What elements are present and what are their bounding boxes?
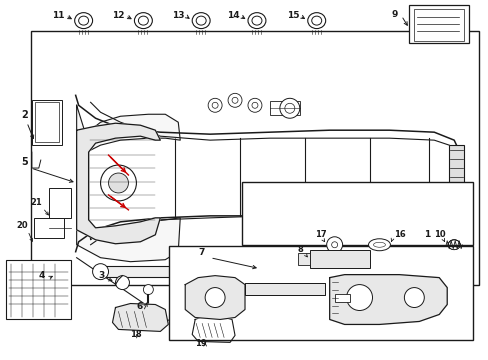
Text: 8: 8 bbox=[297, 245, 303, 254]
Polygon shape bbox=[77, 123, 160, 244]
Polygon shape bbox=[77, 105, 180, 262]
Circle shape bbox=[101, 165, 136, 201]
Text: 15: 15 bbox=[286, 11, 299, 20]
Circle shape bbox=[301, 264, 317, 280]
Text: 14: 14 bbox=[226, 11, 239, 20]
Ellipse shape bbox=[134, 13, 152, 28]
Bar bbox=[334, 293, 349, 302]
Ellipse shape bbox=[192, 13, 210, 28]
Circle shape bbox=[227, 93, 242, 107]
Polygon shape bbox=[192, 315, 235, 342]
Ellipse shape bbox=[138, 16, 148, 25]
Text: 5: 5 bbox=[21, 157, 27, 167]
Bar bbox=[31, 31, 478, 285]
Bar bbox=[413, 9, 463, 41]
Bar bbox=[297, 253, 309, 265]
Bar bbox=[269, 101, 299, 115]
Ellipse shape bbox=[251, 16, 262, 25]
Bar bbox=[169, 246, 472, 339]
Text: 9: 9 bbox=[390, 10, 397, 19]
Bar bbox=[34, 218, 63, 238]
Ellipse shape bbox=[75, 13, 92, 28]
Text: 7: 7 bbox=[198, 248, 204, 257]
Polygon shape bbox=[329, 275, 447, 324]
Bar bbox=[6, 260, 71, 319]
Bar bbox=[35, 102, 59, 142]
Ellipse shape bbox=[368, 239, 389, 251]
Ellipse shape bbox=[311, 16, 321, 25]
Ellipse shape bbox=[307, 13, 325, 28]
Ellipse shape bbox=[247, 13, 265, 28]
Text: 3: 3 bbox=[99, 271, 104, 280]
Text: 21: 21 bbox=[31, 198, 42, 207]
Circle shape bbox=[326, 237, 342, 253]
Text: 4: 4 bbox=[39, 271, 45, 280]
Circle shape bbox=[108, 173, 128, 193]
Circle shape bbox=[279, 98, 299, 118]
Circle shape bbox=[115, 276, 129, 289]
Text: 20: 20 bbox=[16, 221, 27, 230]
Text: 13: 13 bbox=[172, 11, 184, 20]
Bar bbox=[32, 100, 61, 145]
Text: 6: 6 bbox=[136, 302, 142, 311]
Text: 1: 1 bbox=[424, 230, 429, 239]
Ellipse shape bbox=[79, 16, 88, 25]
Circle shape bbox=[404, 288, 424, 307]
Polygon shape bbox=[112, 303, 168, 332]
Text: 11: 11 bbox=[52, 11, 65, 20]
Text: 19: 19 bbox=[195, 339, 206, 348]
Text: 10: 10 bbox=[433, 230, 445, 239]
Bar bbox=[448, 145, 463, 210]
Circle shape bbox=[205, 288, 224, 307]
Circle shape bbox=[92, 264, 108, 280]
Circle shape bbox=[346, 285, 372, 310]
Circle shape bbox=[143, 285, 153, 294]
Circle shape bbox=[208, 98, 222, 112]
Bar bbox=[242, 182, 472, 244]
Text: 2: 2 bbox=[21, 110, 27, 120]
Text: 18: 18 bbox=[130, 330, 142, 339]
Bar bbox=[49, 188, 71, 218]
Text: 17: 17 bbox=[314, 230, 325, 239]
Bar bbox=[309, 250, 369, 268]
Polygon shape bbox=[185, 276, 244, 319]
Text: 12: 12 bbox=[112, 11, 124, 20]
Bar bbox=[244, 283, 324, 294]
Ellipse shape bbox=[196, 16, 206, 25]
Circle shape bbox=[247, 98, 262, 112]
Bar bbox=[101, 266, 309, 276]
Bar bbox=[244, 283, 324, 294]
Bar bbox=[408, 5, 468, 42]
Text: 16: 16 bbox=[394, 230, 406, 239]
